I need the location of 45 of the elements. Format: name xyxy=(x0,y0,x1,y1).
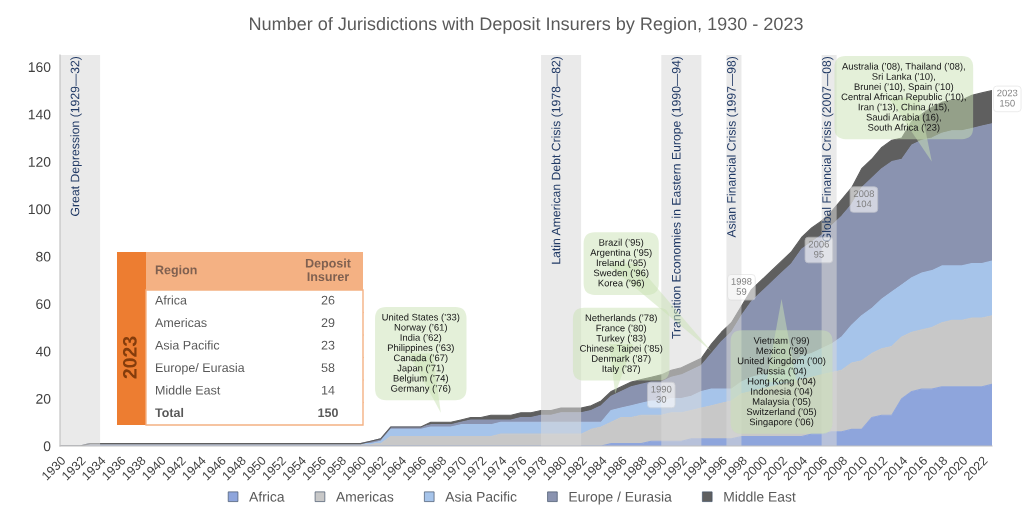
annotation: Total xyxy=(155,407,184,418)
annotation: Europe/ Eurasia xyxy=(156,362,245,375)
legend-label: Asia Pacific xyxy=(445,491,517,502)
y-tick-label: 20 xyxy=(36,393,51,404)
y-tick-label: 160 xyxy=(28,62,51,73)
y-tick-label: 60 xyxy=(36,299,51,309)
annotation: Brazil (’95) Argentina (’95) Ireland (’95) Sweden (’96) Korea (’96) xyxy=(590,238,652,289)
annotation: 150 xyxy=(318,408,338,418)
band-label: Transition Economies in Eastern Europe (1990—94) xyxy=(671,56,684,339)
annotation: 2023 xyxy=(122,336,137,379)
text: Vietnam (’99) Mexico (’99) United Kingdom (’00) Russia (’04) Hong Kong (’04) Indonesia (’04) Malaysia (’05) Switzerland (’05) Singapore (’06) xyxy=(737,336,826,428)
y-tick-label: 40 xyxy=(35,346,51,357)
annotation: Region xyxy=(155,265,197,277)
y-tick-label: 0 xyxy=(43,441,51,452)
annotation: 14 xyxy=(322,385,335,395)
annotation: Africa xyxy=(155,295,187,305)
y-tick-label: 120 xyxy=(28,156,51,167)
band-label: Global Financial Crisis (2007—08) xyxy=(821,56,834,242)
chart-title: Number of Jurisdictions with Deposit Insurers by Region, 1930 - 2023 xyxy=(250,16,803,34)
band-label: Great Depression (1929—32) xyxy=(70,56,82,216)
annotation: 58 xyxy=(321,363,335,373)
legend-label: Middle East xyxy=(724,491,796,502)
annotation: 23 xyxy=(321,340,335,350)
y-tick-label: 100 xyxy=(28,204,51,215)
annotation: Americas xyxy=(155,317,207,328)
annotation: 2006 95 xyxy=(808,240,829,258)
legend-label: Europe / Eurasia xyxy=(569,491,672,505)
annotation: Netherlands (’78) France (’80) Turkey (’83) Chinese Taipei (’85) Denmark (’87) Italy (’87) xyxy=(580,314,663,374)
annotation: 26 xyxy=(321,295,335,305)
y-tick-label: 140 xyxy=(28,109,51,120)
annotation: Australia (’08), Thailand (’08), Sri Lanka (’10), Brunei (’10), Spain (’10) Central African Republic (’10), Iran (’13), China (’15), Saudi Arabia (16), South Africa (’23) xyxy=(841,62,966,133)
annotation: 1990 30 xyxy=(651,385,672,403)
annotation: United States (’33) Norway (’61) India (’62) Philippines (’63) Canada (’67) Japan (’71) Belgium (’74) Germany (’76) xyxy=(382,313,460,394)
annotation: 1998 59 xyxy=(731,278,752,295)
annotation: Asia Pacific xyxy=(155,340,220,350)
annotation: 2008 104 xyxy=(853,190,874,208)
band-label: Asian Financial Crisis (1997—98) xyxy=(726,56,739,238)
annotation: 29 xyxy=(321,318,335,328)
annotation: 2023 150 xyxy=(997,89,1018,107)
annotation: Deposit Insurer xyxy=(305,258,351,282)
y-tick-label: 80 xyxy=(36,251,51,262)
band-label: Latin American Debt Crisis (1978—82) xyxy=(551,56,563,264)
annotation: Middle East xyxy=(156,385,221,395)
legend-label: Africa xyxy=(249,491,285,502)
legend-label: Americas xyxy=(335,491,394,502)
